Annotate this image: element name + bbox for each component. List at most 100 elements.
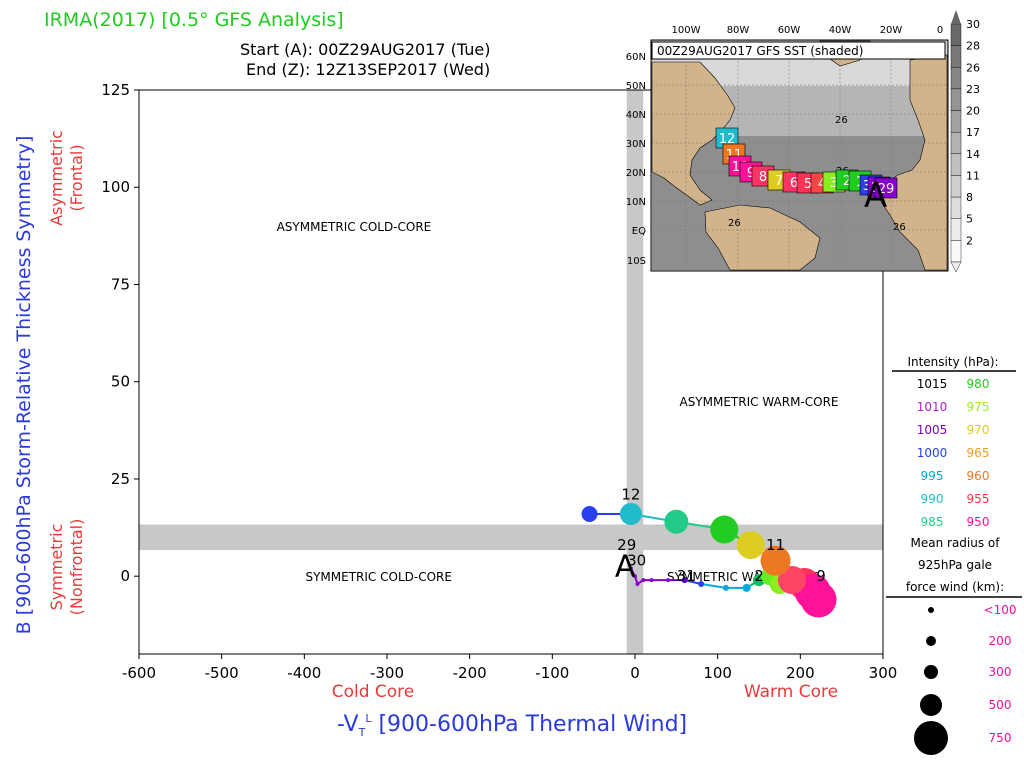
sst-contour-label: 26 (835, 115, 848, 126)
track-inset-map: 26262626 00Z29AUG2017 GFS SST (shaded) 1… (626, 10, 980, 273)
inset-day-box-label: 12 (719, 132, 736, 147)
asymmetric-label: Asymmetric (47, 130, 66, 226)
track-point (649, 578, 654, 583)
inset-day-box-label: 6 (790, 176, 798, 191)
track-point (628, 566, 633, 571)
track-label: 31 (677, 567, 696, 585)
radius-legend-label: 500 (989, 698, 1012, 712)
radius-legend-title-2: 925hPa gale (918, 558, 992, 572)
track-point (736, 531, 765, 560)
radius-legend-dot (914, 721, 948, 755)
y-tick-label: 50 (111, 373, 130, 391)
warm-core-label: Warm Core (744, 682, 838, 702)
intensity-legend-item: 955 (967, 492, 990, 506)
track-label: 11 (766, 536, 785, 554)
inset-day-box-label: 8 (759, 170, 767, 185)
colorbar-swatch (950, 131, 962, 155)
inset-day-box-label: 2 (843, 174, 851, 189)
inset-title: 00Z29AUG2017 GFS SST (shaded) (657, 44, 863, 58)
y-tick-label: 0 (120, 567, 130, 585)
inset-lon-label: 60W (778, 25, 801, 36)
quadrant-label: ASYMMETRIC WARM-CORE (679, 395, 838, 409)
intensity-legend-item: 1010 (917, 400, 948, 414)
intensity-legend-item: 1015 (917, 377, 948, 391)
x-tick-label: 100 (703, 664, 732, 682)
radius-legend-title-3: force wind (km): (906, 580, 1004, 594)
track-point (664, 509, 689, 534)
colorbar-swatch (950, 153, 962, 176)
x-tick-label: -100 (535, 664, 569, 682)
track-label: 2 (754, 567, 764, 585)
track-point (666, 578, 671, 583)
x-tick-label: -600 (122, 664, 156, 682)
sst-contour-label: 26 (728, 218, 741, 229)
colorbar-swatch (950, 23, 962, 46)
inset-title-box (651, 41, 946, 60)
inset-day-box: 12 (715, 127, 739, 149)
inset-lon-label: 80W (727, 25, 750, 36)
track-point (698, 580, 705, 587)
colorbar-label: 28 (966, 40, 980, 53)
south-america-landmass (704, 204, 821, 271)
y-tick-label: 100 (101, 178, 130, 196)
colorbar-label: 20 (966, 105, 980, 118)
inset-lon-label: 0 (937, 25, 943, 36)
inset-lat-label: EQ (632, 226, 646, 237)
end-time: End (Z): 12Z13SEP2017 (Wed) (246, 60, 490, 79)
track-point (635, 581, 640, 586)
inset-grid (652, 41, 947, 270)
nonfrontal-label: (Nonfrontal) (67, 519, 86, 616)
inset-lon-label: 100W (672, 25, 701, 36)
colorbar-swatch (950, 196, 962, 219)
colorbar-label: 30 (966, 18, 980, 31)
track-segment (700, 582, 727, 589)
colorbar-label: 8 (966, 191, 973, 204)
colorbar-top-arrow (951, 10, 961, 24)
colorbar-swatch (950, 218, 962, 241)
x-axis-label: -VTL [900-600hPa Thermal Wind] (337, 712, 687, 739)
colorbar-label: 2 (966, 234, 973, 247)
track-point (710, 515, 739, 544)
inset-day-box-label: 3 (830, 176, 838, 191)
track-point (633, 574, 637, 579)
intensity-legend-item: 965 (967, 446, 990, 460)
radius-legend-label: <100 (984, 603, 1017, 617)
inset-lat-label: 60N (626, 52, 646, 63)
inset-lat-label: 50N (626, 81, 646, 92)
inset-lon-label: 40W (829, 25, 852, 36)
colorbar-swatch (950, 110, 962, 133)
intensity-legend: Intensity (hPa): 1015 1010 1005 1000 995 990 9… (892, 355, 1016, 529)
radius-legend-title-1: Mean radius of (911, 536, 1001, 550)
track-label: A (615, 550, 636, 585)
track-point (581, 505, 598, 522)
x-axis-label-rest: [900-600hPa Thermal Wind] (371, 712, 687, 737)
plot-frame-border (138, 89, 884, 655)
track-point (681, 577, 688, 584)
inset-lat-label: 40N (626, 110, 646, 121)
intensity-legend-item: 960 (967, 469, 990, 483)
intensity-legend-title: Intensity (hPa): (907, 355, 998, 369)
intensity-legend-item: 995 (921, 469, 944, 483)
track-label: 9 (816, 567, 826, 585)
colorbar-swatch (950, 175, 962, 198)
inset-lat-label: 10N (626, 197, 646, 208)
intensity-legend-item: 1005 (917, 423, 948, 437)
inset-day-box: 29 (874, 177, 898, 199)
x-tick-label: -500 (205, 664, 239, 682)
track-point (778, 566, 807, 595)
colorbar-swatch (950, 88, 962, 111)
track-label: 12 (621, 486, 640, 504)
quadrant-label: ASYMMETRIC COLD-CORE (277, 220, 432, 234)
quadrant-label: SYMMETRIC COLD-CORE (305, 570, 451, 584)
radius-legend-dot (928, 607, 934, 613)
inset-day-box-label: 7 (775, 174, 783, 189)
colorbar-label: 23 (966, 83, 980, 96)
colorbar-bottom-arrow (950, 261, 962, 273)
intensity-legend-item: 980 (967, 377, 990, 391)
figure-title: IRMA(2017) [0.5° GFS Analysis] (44, 9, 344, 31)
radius-legend-dot (926, 636, 936, 646)
inset-day-box-fill (874, 177, 898, 199)
start-time: Start (A): 00Z29AUG2017 (Tue) (240, 40, 490, 59)
colorbar-swatch (950, 45, 962, 68)
radius-legend: Mean radius of 925hPa gale force wind (k… (886, 536, 1022, 755)
